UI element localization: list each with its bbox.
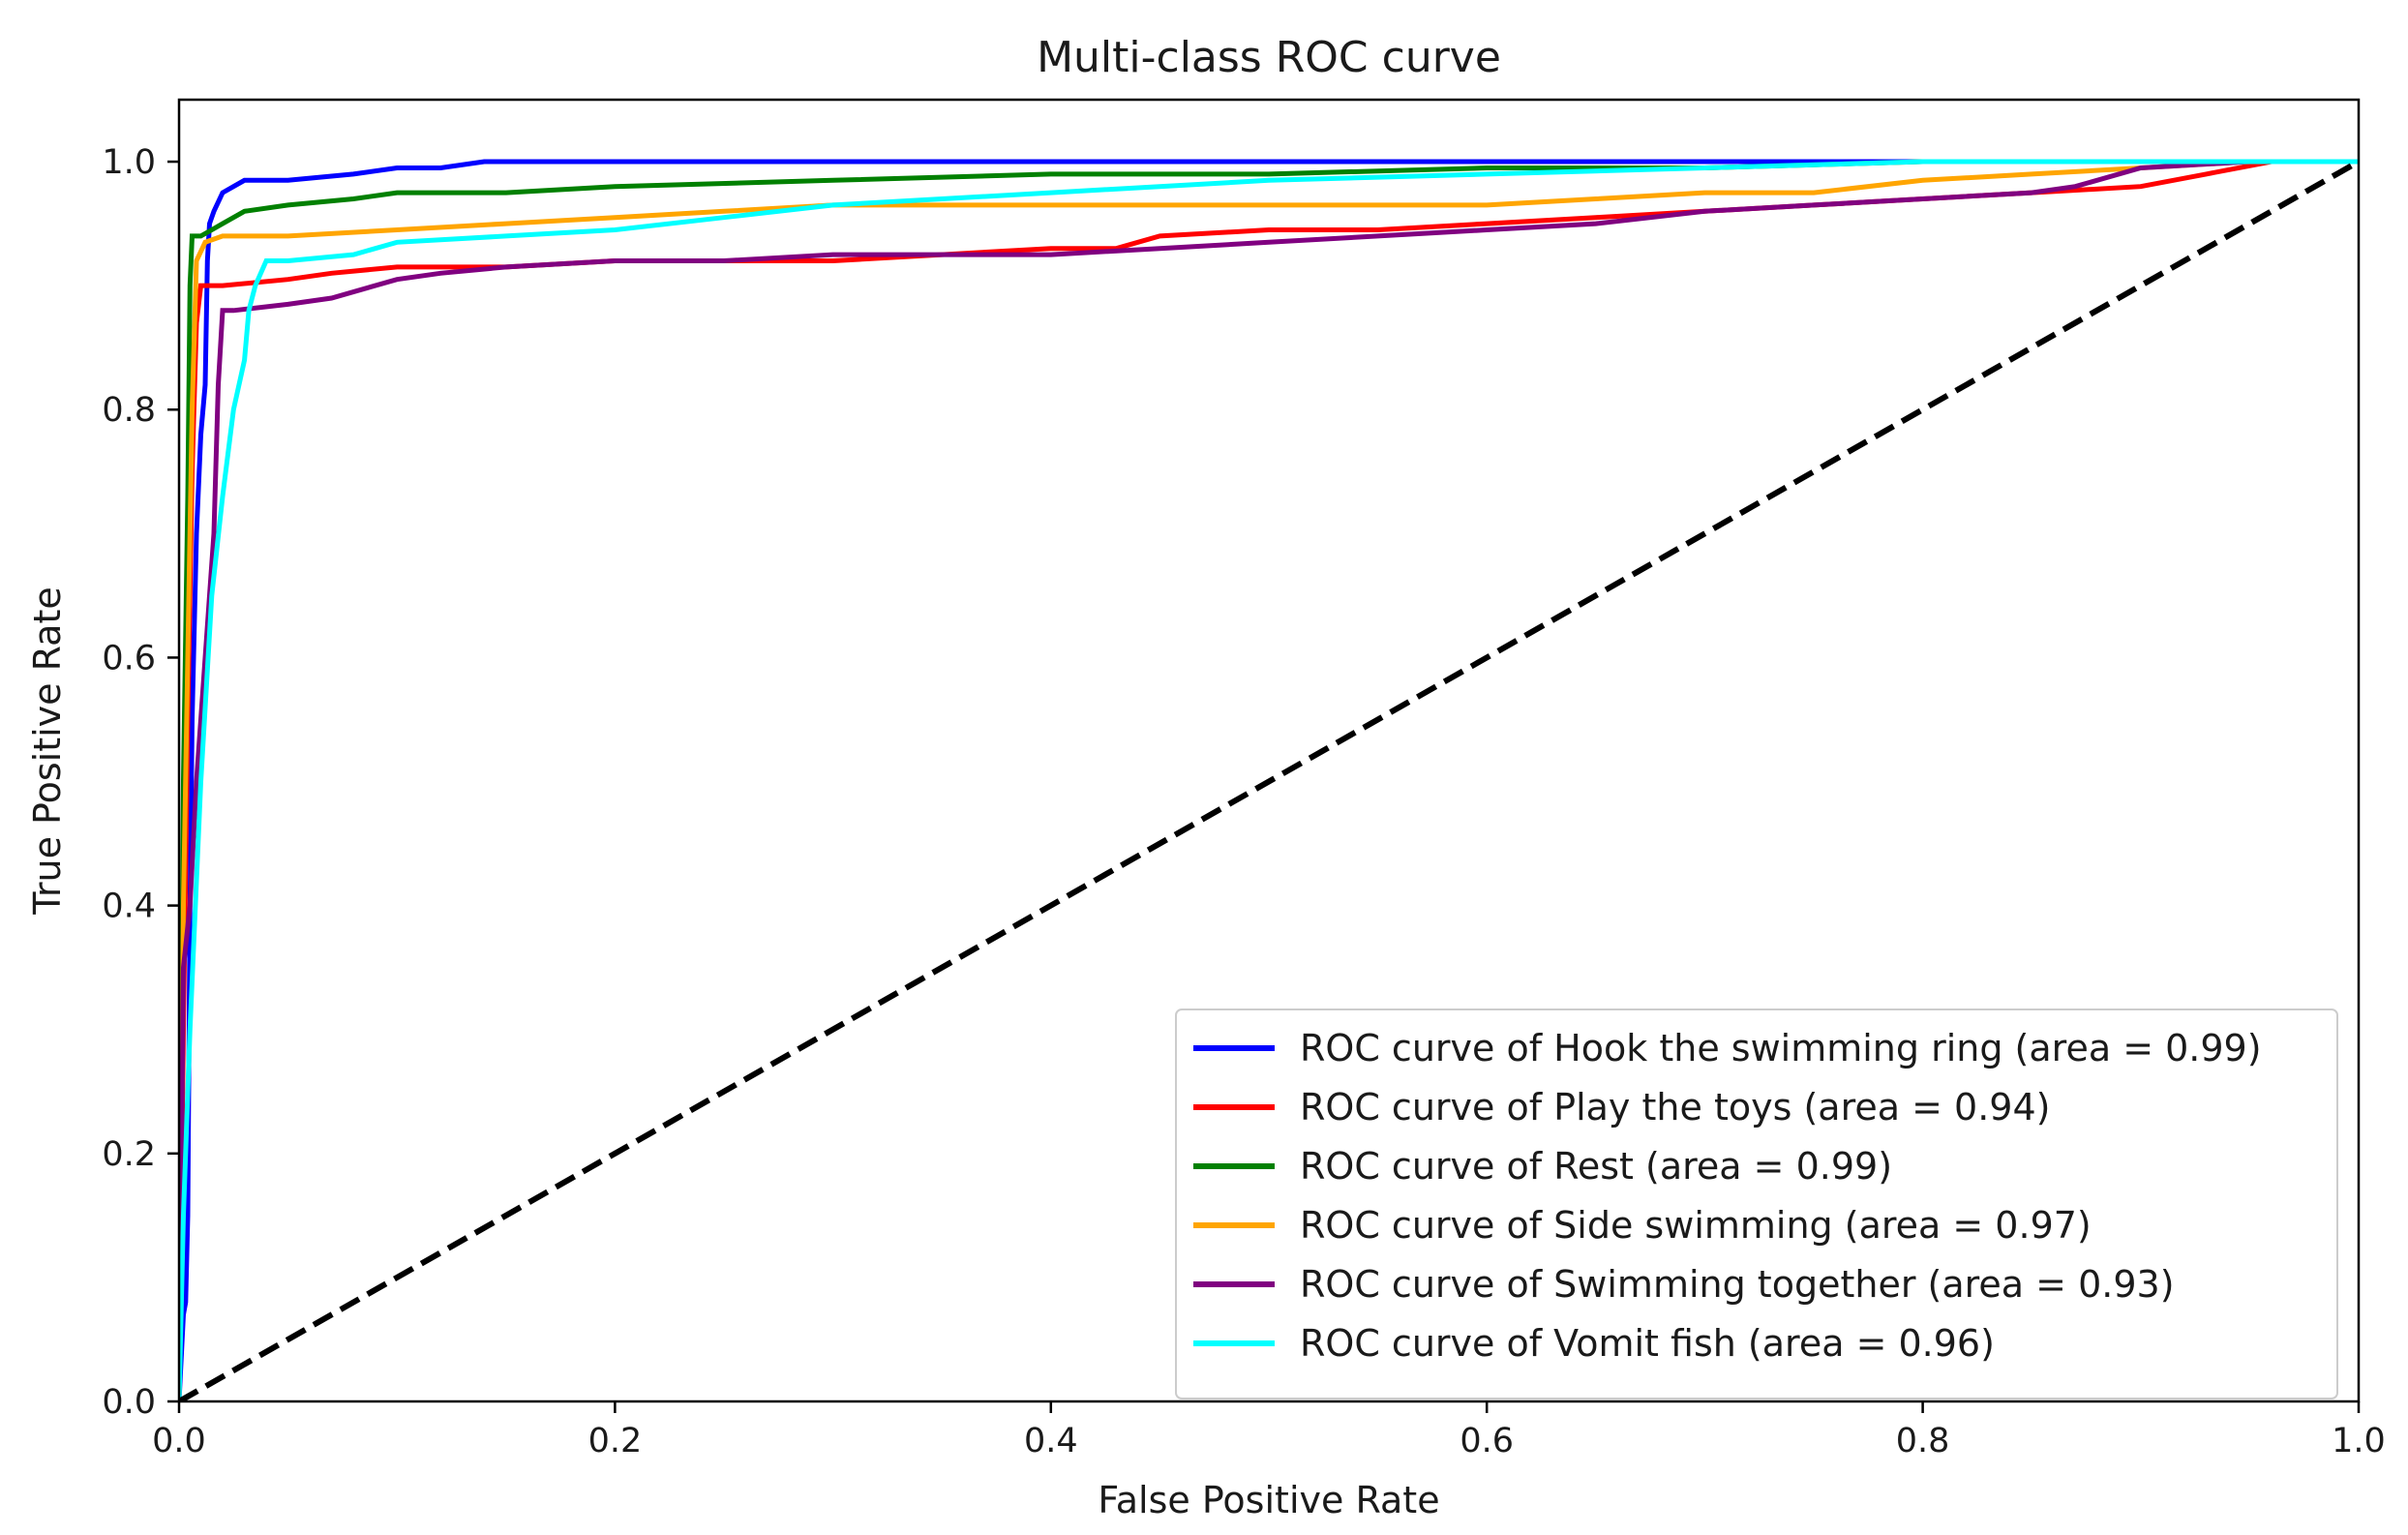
x-tick-label: 0.8 <box>1896 1422 1950 1460</box>
roc-curve-0 <box>179 159 2359 1401</box>
legend-entry-label: ROC curve of Play the toys (area = 0.94) <box>1300 1086 2050 1129</box>
x-axis-ticks: 0.0 0.2 0.4 0.6 0.8 1.0 <box>152 1401 2386 1460</box>
y-axis-ticks: 0.0 0.2 0.4 0.6 0.8 1.0 <box>102 143 179 1422</box>
y-tick-label: 0.4 <box>102 888 156 926</box>
legend-entry-label: ROC curve of Vomit fish (area = 0.96) <box>1300 1322 1995 1365</box>
legend-box <box>1175 1008 2338 1400</box>
x-tick-label: 1.0 <box>2332 1422 2386 1460</box>
y-tick-label: 1.0 <box>102 143 156 182</box>
x-tick-label: 0.0 <box>152 1422 206 1460</box>
legend-entry-label: ROC curve of Hook the swimming ring (are… <box>1300 1027 2262 1069</box>
chart-title: Multi-class ROC curve <box>1037 33 1501 82</box>
y-axis-label: True Positive Rate <box>26 587 69 916</box>
x-tick-label: 0.6 <box>1460 1422 1514 1460</box>
curves <box>179 159 2359 1401</box>
y-tick-label: 0.2 <box>102 1135 156 1174</box>
axes-frame <box>177 98 2361 1403</box>
y-tick-label: 0.8 <box>102 391 156 430</box>
roc-curve-2 <box>179 159 2359 1401</box>
legend: ROC curve of Hook the swimming ring (are… <box>1175 1008 2338 1400</box>
x-tick-label: 0.4 <box>1024 1422 1078 1460</box>
x-tick-label: 0.2 <box>588 1422 643 1460</box>
legend-entry-label: ROC curve of Rest (area = 0.99) <box>1300 1145 1892 1188</box>
roc-curve-5 <box>179 159 2359 1401</box>
y-tick-label: 0.0 <box>102 1383 156 1422</box>
chance-diagonal-line <box>179 159 2359 1401</box>
x-axis-label: False Positive Rate <box>1098 1479 1439 1521</box>
plot-area <box>177 98 2361 1403</box>
legend-entry-label: ROC curve of Side swimming (area = 0.97) <box>1300 1204 2092 1247</box>
y-tick-label: 0.6 <box>102 639 156 677</box>
roc-curve-4 <box>179 159 2359 1401</box>
legend-entry-label: ROC curve of Swimming together (area = 0… <box>1300 1263 2175 1306</box>
